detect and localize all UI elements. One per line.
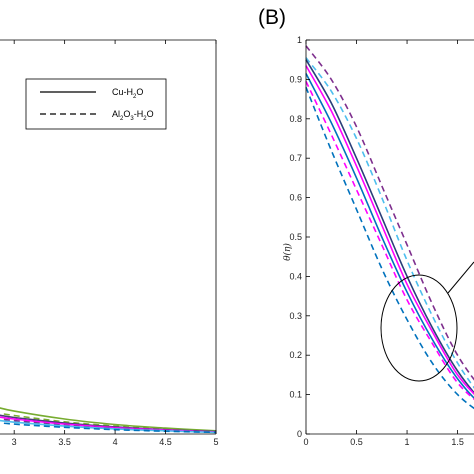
panel-letter: (B)	[258, 6, 286, 29]
legend-label-cu: Cu-H2O	[112, 87, 143, 100]
panel-b-marks	[305, 45, 474, 410]
panel-b-y-tick-label: 0.7	[289, 153, 302, 163]
panel-a-chart: 3 3.5 4 4.5 5 Cu-H2O Al2O3-H2O	[0, 39, 219, 447]
panel-b-ylabel: θ(η)	[282, 243, 293, 261]
panel-a-legend: Cu-H2O Al2O3-H2O	[25, 78, 167, 130]
panel-a-x-tick-label: 3.5	[58, 437, 71, 447]
annotation-pointer	[447, 261, 474, 294]
panel-b-y-tick-label: 0.3	[289, 311, 302, 321]
panel-b-y-tick-label: 0	[297, 429, 302, 439]
panel-b-x-tick-label: 0.5	[350, 437, 363, 447]
panel-b-y-tick-label: 0.6	[289, 193, 302, 203]
panel-a-series-line-1	[0, 407, 217, 432]
legend-label-al: Al2O3-H2O	[112, 109, 154, 122]
panel-b-x-tick-label: 1	[405, 437, 410, 447]
panel-b-series-line-3	[305, 59, 474, 394]
panel-b-series-line-6	[305, 81, 474, 401]
panel-b-y-tick-label: 1	[297, 35, 302, 45]
panel-b-series-line-5	[305, 73, 474, 400]
panel-b-series-line-1	[305, 45, 474, 381]
panel-a-x-tick-label: 4	[113, 437, 118, 447]
panel-b-y-tick-label: 0.4	[289, 271, 302, 281]
panel-a-series-line-6	[0, 419, 217, 434]
panel-a-marks	[0, 407, 217, 434]
panel-a-axes: 3 3.5 4 4.5 5	[0, 39, 219, 447]
panel-b-y-tick-label: 0.9	[289, 74, 302, 84]
panel-a-x-tick-label: 3	[12, 437, 17, 447]
panel-b-y-tick-label: 0.8	[289, 114, 302, 124]
panel-b-axes: 0 0.5 1 1.5 0 0.1 0.2 0.3 0.4 0.5 0.6 0.7 0.8 0.9 1	[289, 35, 474, 447]
panel-b-chart: 0 0.5 1 1.5 0 0.1 0.2 0.3 0.4 0.5 0.6 0.7 0.8 0.9 1 θ(…	[282, 35, 474, 447]
panel-b-y-tick-label: 0.2	[289, 350, 302, 360]
panel-b-x-tick-label: 0	[303, 437, 308, 447]
panel-a-x-tick-label: 4.5	[159, 437, 172, 447]
annotation-ellipse	[380, 274, 458, 382]
panel-b-y-tick-label: 0.5	[289, 232, 302, 242]
panel-a-x-tick-label: 5	[213, 437, 218, 447]
panel-b-y-tick-label: 0.1	[289, 390, 302, 400]
panel-b-series-line-4	[305, 65, 474, 396]
panel-b-series-line-7	[305, 87, 474, 410]
panel-b-x-tick-label: 1.5	[451, 437, 464, 447]
legend-box	[25, 78, 167, 130]
